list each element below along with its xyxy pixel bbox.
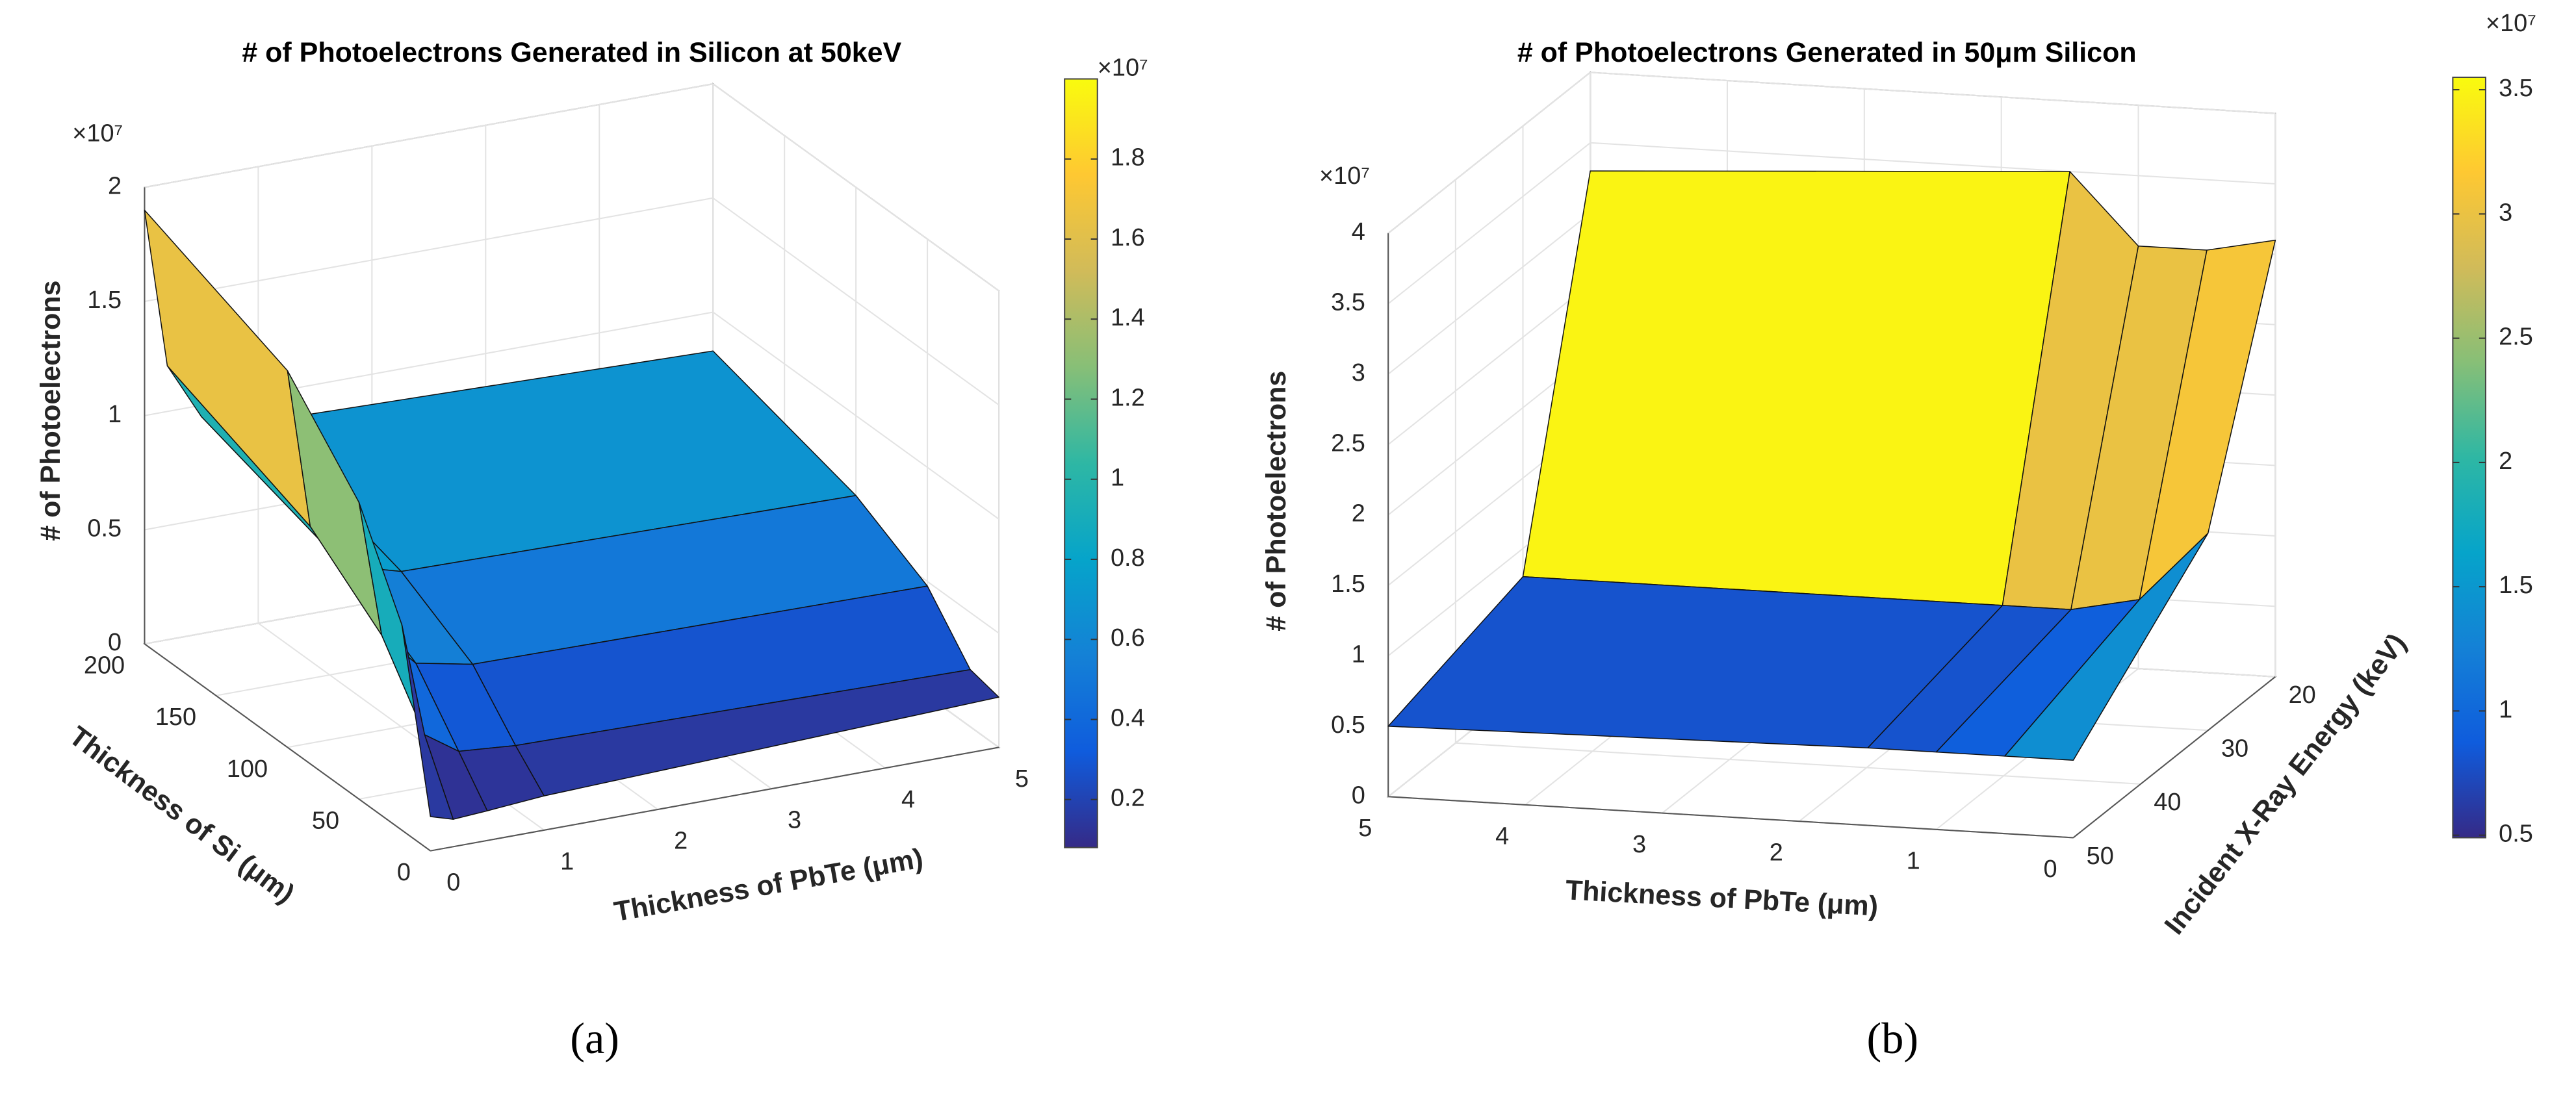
colorbar-tick-label: 1.4 <box>1111 304 1145 331</box>
colorbar-tick-label: 1.5 <box>2499 572 2533 599</box>
x-tick-label: 0 <box>2043 856 2057 883</box>
colorbar-tick-label: 2 <box>2499 448 2512 475</box>
colorbar-tick-label: 0.2 <box>1111 785 1145 812</box>
z-axis-label: # of Photoelectrons <box>1261 371 1292 631</box>
colorbar-tick-label: 0.4 <box>1111 704 1145 731</box>
x-tick-label: 4 <box>901 786 915 813</box>
z-tick-label: 4 <box>1352 218 1365 246</box>
z-tick-label: 3 <box>1352 359 1365 387</box>
x-tick-label: 3 <box>1632 831 1646 858</box>
y-axis-line <box>2072 676 2276 839</box>
x-tick-label: 5 <box>1015 765 1029 793</box>
z-tick-label: 1 <box>1352 641 1365 668</box>
y-tick-label: 50 <box>312 807 339 834</box>
z-tick-label: 3.5 <box>1331 289 1365 316</box>
colorbar-tick-label: 2.5 <box>2499 324 2533 351</box>
y-tick-label: 0 <box>397 859 411 886</box>
grid-line <box>1590 142 2276 184</box>
grid-line <box>1455 742 2141 785</box>
x-tick-label: 2 <box>1770 839 1783 867</box>
surface-face <box>401 624 454 820</box>
z-tick-label: 0 <box>1352 782 1365 809</box>
colorbar-tick-label: 0.5 <box>2499 821 2533 848</box>
colorbar-tick-label: 1.2 <box>1111 384 1145 411</box>
y-tick-label: 20 <box>2289 681 2316 709</box>
colorbar-tick-label: 1.8 <box>1111 144 1145 172</box>
y-tick-label: 150 <box>155 704 196 731</box>
colorbar-tick-label: 3.5 <box>2499 75 2533 102</box>
y-tick-label: 100 <box>227 756 268 783</box>
x-tick-label: 1 <box>1907 847 1920 874</box>
grid-line <box>1387 212 1591 375</box>
grid-line <box>144 197 714 303</box>
z-exponent: ×10⁷ <box>1319 162 1370 190</box>
grid-line <box>1387 142 1591 305</box>
grid-line <box>1387 283 1591 446</box>
y-tick-label: 30 <box>2221 735 2248 763</box>
colorbar-tick-label: 0.8 <box>1111 544 1145 572</box>
grid-line <box>712 311 999 520</box>
x-tick-label: 5 <box>1358 815 1372 842</box>
grid-line <box>1387 71 1591 234</box>
chart-title: # of Photoelectrons Generated in Silicon… <box>242 37 901 68</box>
z-tick-label: 2 <box>1352 500 1365 528</box>
z-tick-label: 0.5 <box>87 515 122 542</box>
colorbar-tick-label: 1 <box>1111 464 1124 492</box>
colorbar-tick-label: 1 <box>2499 696 2512 723</box>
colorbar <box>2452 76 2486 839</box>
grid-line <box>712 197 999 406</box>
z-exponent: ×10⁷ <box>72 120 123 147</box>
x-tick-label: 1 <box>560 848 574 875</box>
z-tick-label: 0.5 <box>1331 711 1365 739</box>
y-axis-line <box>144 643 431 852</box>
x-axis-line <box>1388 796 2074 839</box>
colorbar-tick-label: 3 <box>2499 199 2512 226</box>
x-tick-label: 2 <box>674 828 688 855</box>
z-axis-label: # of Photoelectrons <box>35 281 66 541</box>
z-tick-label: 1.5 <box>1331 570 1365 598</box>
grid-line <box>144 83 714 188</box>
surface-face <box>1522 170 2070 606</box>
x-axis-label: Thickness of PbTe (μm) <box>1565 874 1879 922</box>
x-axis-line <box>430 746 999 852</box>
z-tick-label: 1 <box>108 401 122 428</box>
colorbar-exponent: ×10⁷ <box>1098 54 1148 81</box>
colorbar-tick-label: 1.6 <box>1111 224 1145 251</box>
z-tick-label: 2.5 <box>1331 429 1365 457</box>
y-axis-label: Thickness of Si (μm) <box>63 720 300 910</box>
caption: (b) <box>1867 1013 1919 1063</box>
x-tick-label: 4 <box>1495 822 1509 850</box>
chart-title: # of Photoelectrons Generated in 50μm Si… <box>1517 37 2137 68</box>
y-tick-label: 40 <box>2154 789 2181 816</box>
grid-line <box>1590 71 2276 114</box>
z-tick-label: 2 <box>108 172 122 199</box>
z-tick-label: 1.5 <box>87 286 122 314</box>
x-axis-label: Thickness of PbTe (μm) <box>612 843 925 928</box>
colorbar-exponent: ×10⁷ <box>2486 10 2536 37</box>
z-tick-label: 0 <box>108 629 122 656</box>
surface-face <box>2004 533 2209 761</box>
y-tick-label: 200 <box>84 652 125 680</box>
caption: (a) <box>570 1013 619 1063</box>
grid-line <box>712 83 999 292</box>
colorbar <box>1064 78 1098 848</box>
y-tick-label: 50 <box>2087 843 2114 870</box>
colorbar-tick-label: 0.6 <box>1111 624 1145 652</box>
x-tick-label: 0 <box>446 869 460 896</box>
x-tick-label: 3 <box>788 807 801 834</box>
